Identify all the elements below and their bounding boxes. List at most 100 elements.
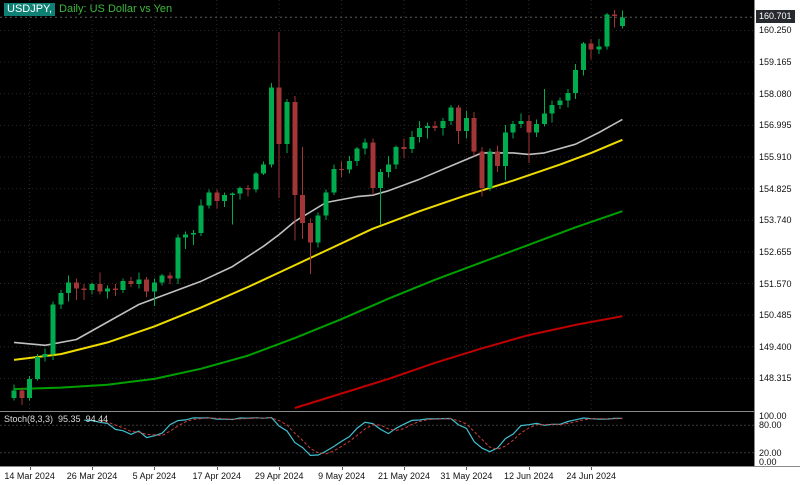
time-tick-mark xyxy=(216,467,218,470)
candle-down xyxy=(432,120,438,132)
candle-up xyxy=(448,104,454,126)
date-tick-label: 24 Jun 2024 xyxy=(566,471,616,481)
candle-up xyxy=(424,122,430,139)
candle-up xyxy=(183,231,189,250)
candle-up xyxy=(393,145,399,169)
candle-down xyxy=(370,138,376,196)
price-tick-label: 159.165 xyxy=(759,57,792,68)
candle-up xyxy=(409,131,415,153)
candle-up xyxy=(58,289,64,309)
candle-up xyxy=(417,120,423,143)
stochastic-panel[interactable]: Stoch(8,3,3) 95.35 94.44 xyxy=(0,412,754,466)
price-tick-label: 154.825 xyxy=(759,183,792,194)
candle-up xyxy=(619,10,625,29)
price-tick-label: 158.080 xyxy=(759,88,792,99)
candle-up xyxy=(175,234,181,285)
candle-down xyxy=(292,96,298,241)
candle-up xyxy=(284,98,290,153)
candle-up xyxy=(580,42,586,76)
candle-down xyxy=(339,161,345,178)
candle-down xyxy=(401,138,407,159)
ma-green-line xyxy=(13,210,623,391)
candle-down xyxy=(276,31,282,199)
candle-down xyxy=(245,184,251,197)
candle-up xyxy=(534,119,540,137)
panel-separator[interactable] xyxy=(0,411,754,412)
candle-up xyxy=(565,88,571,108)
stoch-level-label: 20.00 xyxy=(759,447,782,458)
candle-down xyxy=(112,284,118,296)
date-tick-label: 21 May 2024 xyxy=(377,471,431,481)
candle-down xyxy=(97,272,103,295)
stoch-level-label: 0.00 xyxy=(759,457,777,467)
price-tick-label: 150.485 xyxy=(759,310,792,321)
main-chart-area[interactable]: USDJPY, Daily: US Dollar vs Yen xyxy=(0,0,754,411)
symbol-description: Daily: US Dollar vs Yen xyxy=(59,3,173,15)
time-tick-mark xyxy=(466,467,468,470)
time-tick-mark xyxy=(528,467,530,470)
candle-up xyxy=(206,189,212,209)
price-tick-label: 160.250 xyxy=(759,25,792,36)
price-tick-label: 156.995 xyxy=(759,120,792,131)
candle-up xyxy=(440,117,446,136)
candle-up xyxy=(89,282,95,295)
price-tick-label: 153.740 xyxy=(759,215,792,226)
price-tick-label: 152.655 xyxy=(759,246,792,257)
candlestick-chart-canvas[interactable] xyxy=(0,0,754,411)
time-axis[interactable]: 14 Mar 2024 26 Mar 2024 5 Apr 2024 17 Apr 2… xyxy=(0,466,800,485)
candle-up xyxy=(159,273,165,286)
stoch-level-label: 80.00 xyxy=(759,420,782,431)
candle-down xyxy=(495,145,501,172)
candle-up xyxy=(11,384,17,401)
candle-up xyxy=(518,113,524,129)
candle-up xyxy=(463,110,469,139)
ma-red-line xyxy=(294,315,623,409)
candle-down xyxy=(128,276,134,288)
candle-up xyxy=(120,278,126,293)
candle-up xyxy=(502,125,508,181)
candle-up xyxy=(573,63,579,99)
candle-up xyxy=(510,120,516,139)
time-tick-mark xyxy=(341,467,343,470)
time-tick-mark xyxy=(591,467,593,470)
candle-up xyxy=(253,171,259,193)
candle-up xyxy=(596,39,602,54)
candle-up xyxy=(190,230,196,245)
grid-lines xyxy=(0,0,754,411)
candle-down xyxy=(307,218,313,274)
candle-down xyxy=(612,10,618,28)
candle-down xyxy=(588,39,594,60)
candle-down xyxy=(73,278,79,301)
candle-down xyxy=(526,115,532,164)
candle-up xyxy=(66,275,72,302)
price-axis[interactable]: 160.701 160.250 159.165 158.080 156.995 155.… xyxy=(754,0,800,467)
candle-down xyxy=(300,147,306,239)
candle-down xyxy=(81,284,87,301)
date-tick-label: 31 May 2024 xyxy=(440,471,493,481)
stochastic-canvas[interactable] xyxy=(0,412,754,466)
candle-up xyxy=(261,161,267,175)
date-tick-label: 29 Apr 2024 xyxy=(254,471,304,481)
date-tick-label: 12 Jun 2024 xyxy=(504,471,554,481)
candle-up xyxy=(346,155,352,174)
symbol-name: USDJPY, xyxy=(4,3,56,16)
price-tick-label: 151.570 xyxy=(759,278,792,289)
candle-up xyxy=(222,192,228,207)
candle-up xyxy=(136,272,142,289)
candle-up xyxy=(315,212,321,248)
date-tick-label: 14 Mar 2024 xyxy=(4,471,55,481)
candle-up xyxy=(42,348,48,362)
candle-down xyxy=(167,272,173,285)
candle-up xyxy=(151,278,157,306)
candle-up xyxy=(229,192,235,225)
candle-up xyxy=(604,12,610,50)
candle-up xyxy=(50,301,56,360)
candle-up xyxy=(34,354,40,381)
candle-up xyxy=(105,285,111,299)
candle-up xyxy=(323,189,329,220)
candle-up xyxy=(27,375,33,401)
price-tick-label: 148.315 xyxy=(759,373,792,384)
candle-down xyxy=(471,112,477,156)
time-tick-mark xyxy=(279,467,281,470)
